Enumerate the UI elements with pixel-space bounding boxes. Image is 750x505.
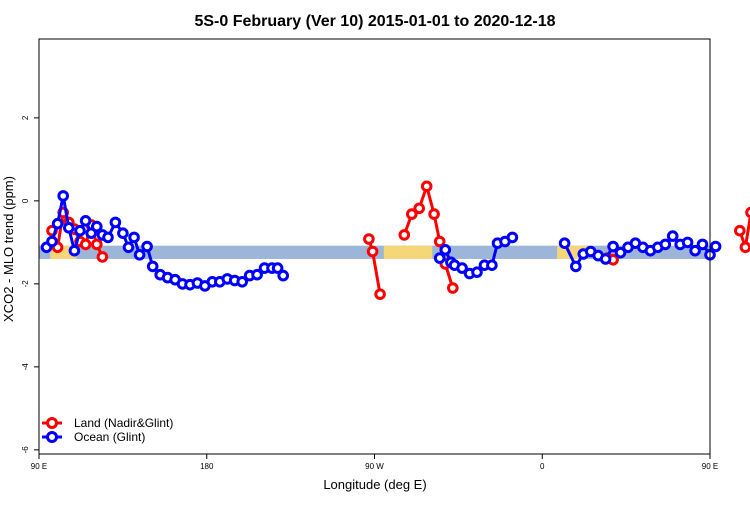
ocean-data-point	[599, 253, 612, 265]
ocean-data-point	[141, 240, 153, 253]
y-axis-label: XCO2 - MLO trend (ppm)	[1, 176, 16, 322]
ocean-data-point	[63, 222, 75, 234]
ocean-data-point	[79, 215, 92, 227]
ocean-data-point	[659, 238, 672, 251]
land-data-point	[96, 251, 109, 263]
ocean-data-point	[109, 216, 122, 229]
ocean-data-point	[558, 237, 571, 249]
ocean-data-point	[277, 269, 290, 282]
land-data-point	[734, 224, 746, 237]
y-tick-label: -4	[21, 363, 30, 371]
land-band-segment	[383, 245, 433, 259]
x-tick-label: 0	[540, 462, 545, 471]
ocean-data-point	[433, 252, 446, 264]
ocean-data-point	[471, 266, 483, 279]
ocean-data-point	[456, 262, 468, 274]
land-data-point	[739, 241, 750, 254]
ocean-data-point	[681, 236, 694, 249]
ocean-data-point	[146, 260, 159, 273]
ocean-data-point	[51, 217, 64, 230]
chart-title: 5S-0 February (Ver 10) 2015-01-01 to 202…	[194, 13, 555, 30]
ocean-data-point	[122, 241, 135, 254]
ocean-data-point	[102, 231, 114, 244]
ocean-data-point	[506, 231, 519, 244]
land-data-point	[413, 202, 426, 215]
x-tick-label: 90 E	[702, 462, 718, 471]
x-tick-label: 90 W	[365, 462, 384, 471]
y-tick-label: -6	[21, 446, 30, 454]
ocean-data-point	[251, 268, 263, 281]
land-data-point	[428, 208, 440, 220]
land-data-point	[91, 238, 103, 251]
legend-ocean-marker	[46, 431, 58, 443]
land-data-point	[398, 229, 411, 241]
ocean-data-point	[614, 246, 627, 259]
ocean-data-point	[91, 220, 103, 233]
land-data-point	[374, 288, 386, 301]
ocean-data-point	[74, 224, 86, 237]
y-tick-label: 2	[21, 115, 30, 120]
legend-ocean-label: Ocean (Glint)	[74, 430, 145, 444]
land-data-point	[447, 282, 459, 294]
land-data-point	[406, 208, 418, 220]
land-data-point	[366, 245, 379, 258]
x-tick-label: 90 E	[31, 462, 47, 471]
ocean-data-point	[133, 249, 146, 261]
land-data-point	[79, 238, 92, 251]
land-data-point	[420, 180, 433, 193]
series-layer	[40, 180, 750, 301]
land-data-point	[433, 235, 446, 248]
ocean-data-point	[46, 235, 58, 248]
legend: Land (Nadir&Glint) Ocean (Glint)	[42, 416, 173, 444]
ocean-data-point	[128, 231, 140, 244]
legend-land-label: Land (Nadir&Glint)	[74, 416, 173, 430]
ocean-data-point	[117, 227, 129, 239]
y-tick-label: 0	[21, 198, 30, 203]
ocean-data-point	[439, 244, 452, 256]
ocean-data-point	[68, 244, 81, 257]
land-data-point	[363, 233, 375, 245]
ocean-data-point	[236, 276, 248, 288]
y-tick-label: -2	[21, 280, 30, 288]
ocean-data-point	[709, 240, 722, 253]
land-series-line	[738, 211, 750, 249]
x-tick-label: 180	[200, 462, 214, 471]
ocean-data-point	[271, 262, 284, 274]
ocean-data-point	[607, 240, 619, 253]
legend-land-marker	[46, 417, 58, 429]
ocean-data-point	[486, 259, 498, 272]
ocean-data-point	[57, 190, 70, 202]
x-axis-label: Longitude (deg E)	[323, 477, 426, 492]
ocean-data-point	[689, 244, 701, 257]
ocean-data-point	[570, 260, 582, 273]
ocean-data-point	[696, 238, 709, 251]
ocean-data-point	[666, 230, 679, 242]
land-data-point	[745, 206, 750, 219]
axes: 90 E 180 90 W 0 90 E-6-4-202	[21, 115, 718, 471]
